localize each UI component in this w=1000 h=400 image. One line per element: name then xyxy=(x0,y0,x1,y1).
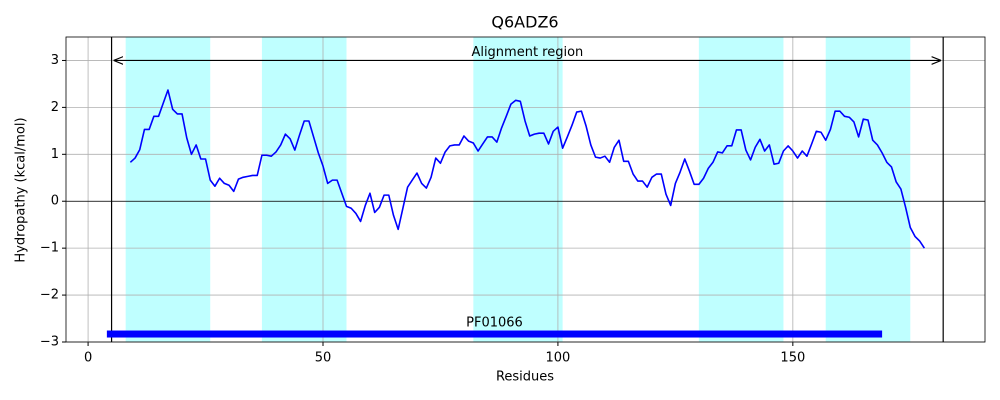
x-tick-label: 50 xyxy=(315,351,332,366)
x-axis-label: Residues xyxy=(496,370,554,385)
plot-frame xyxy=(65,36,986,343)
x-tick-label: 0 xyxy=(84,351,92,366)
highlight-span xyxy=(261,37,347,342)
y-axis-label: Hydropathy (kcal/mol) xyxy=(14,117,29,262)
x-tick-label: 150 xyxy=(780,351,805,366)
chart-title: Q6ADZ6 xyxy=(491,13,558,32)
x-tick-label: 100 xyxy=(546,351,571,366)
domain-bar xyxy=(106,330,883,338)
highlight-span xyxy=(473,37,563,342)
y-tick-label: 0 xyxy=(51,194,59,209)
highlight-span xyxy=(125,37,211,342)
y-tick-label: −1 xyxy=(40,241,59,256)
highlight-span xyxy=(698,37,784,342)
y-tick-label: 2 xyxy=(51,100,59,115)
y-tick-label: 1 xyxy=(51,147,59,162)
highlight-span xyxy=(825,37,911,342)
hydropathy-line xyxy=(129,89,926,249)
alignment-label: Alignment region xyxy=(471,45,583,60)
y-tick-label: −2 xyxy=(40,288,59,303)
domain-label: PF01066 xyxy=(466,316,523,331)
y-tick-label: 3 xyxy=(51,53,59,68)
y-tick-label: −3 xyxy=(40,335,59,350)
